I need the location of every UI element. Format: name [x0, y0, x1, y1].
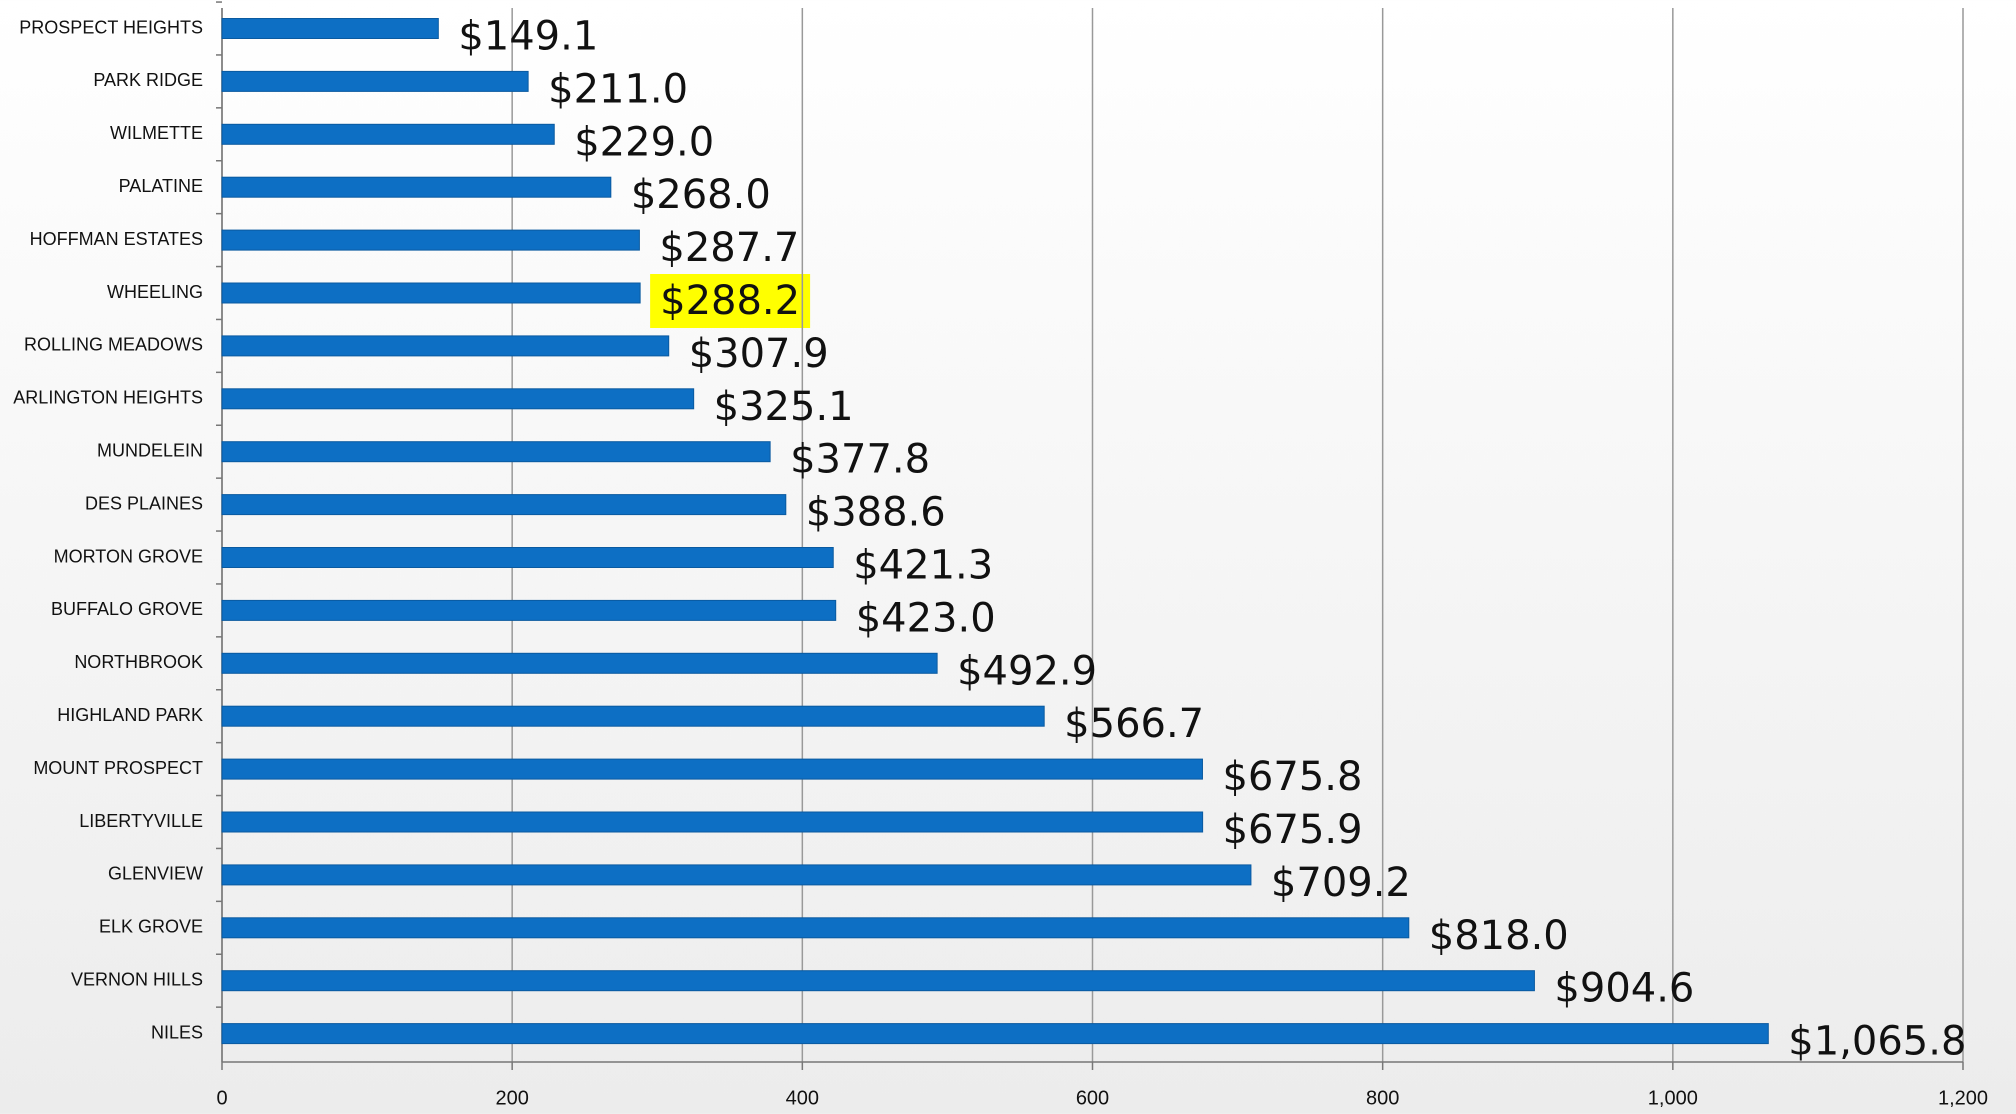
value-label: $818.0 [1429, 913, 1569, 959]
bar [221, 388, 695, 410]
bar [221, 70, 529, 92]
bar [221, 758, 1203, 780]
value-label: $675.9 [1223, 807, 1363, 853]
value-label: $675.8 [1222, 754, 1362, 800]
bar [221, 229, 640, 251]
y-tick-label: WHEELING [107, 282, 203, 302]
value-label: $288.2 [660, 278, 800, 324]
bar [221, 335, 670, 357]
value-label: $388.6 [806, 490, 946, 536]
highlight-layer [650, 274, 811, 328]
bar [221, 176, 612, 198]
y-tick-label: PARK RIDGE [93, 70, 203, 90]
label-highlight [650, 274, 811, 328]
value-label: $904.6 [1554, 966, 1694, 1012]
y-tick-label: ELK GROVE [99, 917, 203, 937]
bar [221, 705, 1045, 727]
bar [221, 599, 837, 621]
value-label: $423.0 [856, 595, 996, 641]
x-tick-label: 600 [1076, 1087, 1109, 1109]
y-tick-label: ARLINGTON HEIGHTS [13, 388, 203, 408]
value-label: $268.0 [631, 172, 771, 218]
y-tick-label: MOUNT PROSPECT [33, 758, 203, 778]
y-tick-label: PALATINE [119, 176, 203, 196]
value-label: $211.0 [548, 66, 688, 112]
value-label: $566.7 [1064, 701, 1204, 747]
x-tick-label: 200 [495, 1087, 528, 1109]
bar [221, 652, 938, 674]
y-tick-label: ROLLING MEADOWS [24, 335, 203, 355]
y-tick-label: LIBERTYVILLE [79, 811, 203, 831]
value-label: $421.3 [853, 543, 993, 589]
y-tick-label: MUNDELEIN [97, 440, 203, 460]
bar [221, 970, 1535, 992]
value-label: $229.0 [574, 119, 714, 165]
value-label: $149.1 [458, 14, 598, 60]
value-label: $325.1 [714, 384, 854, 430]
value-label: $307.9 [689, 331, 829, 377]
x-tick-label: 0 [216, 1087, 227, 1109]
y-tick-label: DES PLAINES [85, 493, 203, 513]
y-tick-label: HIGHLAND PARK [57, 705, 203, 725]
x-tick-label: 1,200 [1938, 1087, 1988, 1109]
y-tick-label: GLENVIEW [108, 864, 203, 884]
y-tick-label: HOFFMAN ESTATES [30, 229, 203, 249]
y-tick-label: PROSPECT HEIGHTS [19, 17, 203, 37]
bar [221, 917, 1410, 939]
value-label: $709.2 [1271, 860, 1411, 906]
bar [221, 282, 641, 304]
bar [221, 441, 771, 463]
bar [221, 864, 1252, 886]
y-tick-label: VERNON HILLS [71, 969, 203, 989]
x-tick-label: 400 [786, 1087, 819, 1109]
y-tick-label: MORTON GROVE [54, 546, 203, 566]
y-tick-label: NORTHBROOK [74, 652, 203, 672]
x-tick-label: 800 [1366, 1087, 1399, 1109]
bar [221, 811, 1204, 833]
y-tick-label: BUFFALO GROVE [51, 599, 203, 619]
y-tick-label: WILMETTE [110, 123, 203, 143]
value-label: $377.8 [790, 437, 930, 483]
value-label: $492.9 [957, 648, 1097, 694]
bar [221, 494, 787, 516]
bar [221, 18, 439, 39]
bar [221, 547, 834, 568]
bar [221, 123, 555, 145]
y-tick-label: NILES [151, 1022, 203, 1042]
value-label: $1,065.8 [1788, 1019, 1966, 1065]
value-label: $287.7 [659, 225, 799, 271]
x-tick-label: 1,000 [1648, 1087, 1698, 1109]
bar [221, 1023, 1769, 1045]
